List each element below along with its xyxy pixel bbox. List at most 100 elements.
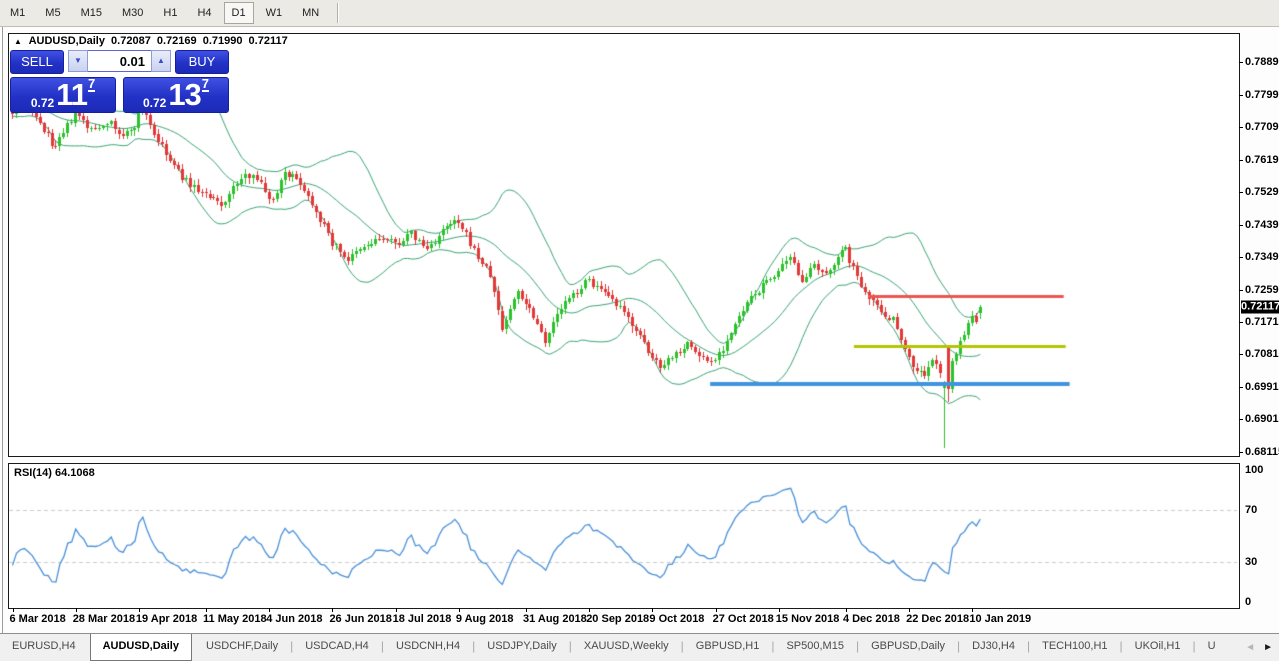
- chart-tab-usdjpy-daily[interactable]: USDJPY,Daily: [487, 640, 557, 652]
- date-axis-label: 19 Apr 2018: [135, 613, 198, 625]
- date-axis-tick: [652, 608, 653, 612]
- rsi-indicator-label: RSI(14) 64.1068: [14, 467, 95, 479]
- timeframe-button-h1[interactable]: H1: [163, 7, 178, 19]
- rsi-pane: [8, 463, 1240, 609]
- date-axis-tick: [206, 608, 207, 612]
- volume-increase-button[interactable]: ▲: [151, 50, 171, 72]
- date-axis-tick: [332, 608, 333, 612]
- ohlc-open: 0.72087: [111, 35, 151, 47]
- date-axis-label: 9 Aug 2018: [455, 613, 514, 625]
- rsi-axis-label: 70: [1245, 503, 1258, 516]
- volume-input[interactable]: [88, 50, 151, 72]
- chart-tab-usdcad-h4[interactable]: USDCAD,H4: [305, 640, 369, 652]
- buy-button[interactable]: BUY: [175, 50, 229, 74]
- tab-scroll-right-button[interactable]: ►: [1263, 642, 1273, 653]
- price-axis-tick: [1239, 160, 1243, 161]
- tab-scroll-left-button[interactable]: ◄: [1245, 642, 1256, 653]
- chart-tab-u[interactable]: U: [1207, 640, 1216, 652]
- chart-tab-gbpusd-h1[interactable]: GBPUSD,H1: [695, 640, 760, 652]
- timeframe-button-m15[interactable]: M15: [80, 7, 102, 19]
- chart-tab-sp500-m15[interactable]: SP500,M15: [786, 640, 844, 652]
- rsi-axis-label: 0: [1245, 596, 1252, 608]
- buy-price-prefix: 0.72: [142, 96, 167, 110]
- chart-symbol-label: AUDUSD,Daily: [28, 35, 105, 47]
- tab-separator: |: [1119, 639, 1123, 653]
- date-axis-tick: [779, 608, 780, 612]
- date-axis-tick: [269, 608, 270, 612]
- price-axis-label: 0.69915: [1245, 380, 1279, 393]
- price-axis-tick: [1239, 354, 1243, 355]
- chart-tab-ukoil-h1[interactable]: UKOil,H1: [1134, 640, 1181, 652]
- date-axis-tick: [846, 608, 847, 612]
- price-axis-tick: [1239, 95, 1243, 96]
- price-axis-label: 0.70815: [1245, 348, 1279, 361]
- tab-separator: |: [1192, 639, 1196, 653]
- chart-tab-usdcnh-h4[interactable]: USDCNH,H4: [395, 640, 461, 652]
- volume-decrease-button[interactable]: ▼: [68, 50, 88, 72]
- tab-scroll-arrows: ◄ ►: [1239, 634, 1279, 661]
- timeframe-button-m30[interactable]: M30: [121, 7, 144, 19]
- tab-separator: |: [957, 639, 961, 653]
- rsi-axis-label: 30: [1245, 556, 1258, 569]
- chart-tab-usdchf-daily[interactable]: USDCHF,Daily: [205, 640, 279, 652]
- buy-price-button[interactable]: 0.72 13 7: [123, 77, 229, 113]
- date-axis-label: 20 Sep 2018: [586, 613, 650, 625]
- date-axis-label: 27 Oct 2018: [712, 613, 774, 625]
- sell-price-button[interactable]: 0.72 11 7: [10, 77, 116, 113]
- price-axis-tick: [1239, 322, 1243, 323]
- timeframe-button-m1[interactable]: M1: [10, 7, 26, 19]
- sell-button[interactable]: SELL: [10, 50, 64, 74]
- timeframe-button-w1[interactable]: W1: [265, 7, 283, 19]
- toolbar-separator: [337, 3, 340, 23]
- date-axis-label: 11 May 2018: [203, 613, 267, 625]
- date-axis-label: 4 Jun 2018: [266, 613, 323, 625]
- date-axis-tick: [589, 608, 590, 612]
- price-axis-tick: [1239, 62, 1243, 63]
- timeframe-button-d1[interactable]: D1: [223, 2, 254, 24]
- chart-tab-audusd-daily[interactable]: AUDUSD,Daily: [89, 634, 192, 661]
- buy-price-big: 13: [168, 77, 201, 112]
- chart-tab-bar: EURUSD,H4 AUDUSD,Daily USDCHF,Daily | USDCAD…: [0, 633, 1279, 661]
- tab-separator: |: [472, 639, 476, 653]
- date-axis-tick: [459, 608, 460, 612]
- date-axis-label: 28 Mar 2018: [72, 613, 136, 625]
- date-axis-label: 22 Dec 2018: [906, 613, 970, 625]
- tab-separator: |: [290, 639, 294, 653]
- timeframe-button-m5[interactable]: M5: [45, 7, 61, 19]
- price-axis-tick: [1239, 225, 1243, 226]
- chart-tab-xauusd-weekly[interactable]: XAUUSD,Weekly: [583, 640, 669, 652]
- timeframe-button-h4[interactable]: H4: [197, 7, 212, 19]
- buy-price-pip: 7: [201, 76, 210, 92]
- chart-tab-dj30-h4[interactable]: DJ30,H4: [972, 640, 1015, 652]
- price-axis-label: 0.69015: [1245, 413, 1279, 426]
- date-axis-tick: [909, 608, 910, 612]
- tab-separator: |: [1026, 639, 1031, 653]
- chart-tab-tech100-h1[interactable]: TECH100,H1: [1042, 640, 1108, 652]
- timeframe-button-mn[interactable]: MN: [302, 7, 320, 19]
- chart-tab-eurusd-h4[interactable]: EURUSD,H4: [12, 640, 76, 652]
- rsi-axis-label: 100: [1245, 464, 1264, 476]
- sell-price-big: 11: [56, 77, 88, 112]
- chart-tab-gbpusd-daily[interactable]: GBPUSD,Daily: [871, 640, 946, 652]
- date-axis-label: 31 Aug 2018: [523, 613, 587, 625]
- tab-separator: |: [380, 639, 384, 653]
- date-axis-label: 4 Dec 2018: [842, 613, 900, 625]
- ohlc-high: 0.72169: [156, 35, 197, 47]
- timeframe-buttons: M1 M5 M15 M30 H1 H4 D1 W1 MN: [0, 2, 329, 24]
- date-axis-label: 9 Oct 2018: [649, 613, 705, 625]
- date-axis-label: 6 Mar 2018: [9, 613, 66, 625]
- date-axis-tick: [526, 608, 527, 612]
- date-axis-tick: [76, 608, 77, 612]
- price-axis-tick: [1239, 127, 1243, 128]
- price-axis-tick: [1239, 290, 1243, 291]
- ohlc-close: 0.72117: [248, 35, 288, 47]
- date-axis-label: 18 Jul 2018: [392, 613, 452, 625]
- window-edge: [2, 27, 3, 633]
- rsi-canvas[interactable]: [9, 464, 1237, 606]
